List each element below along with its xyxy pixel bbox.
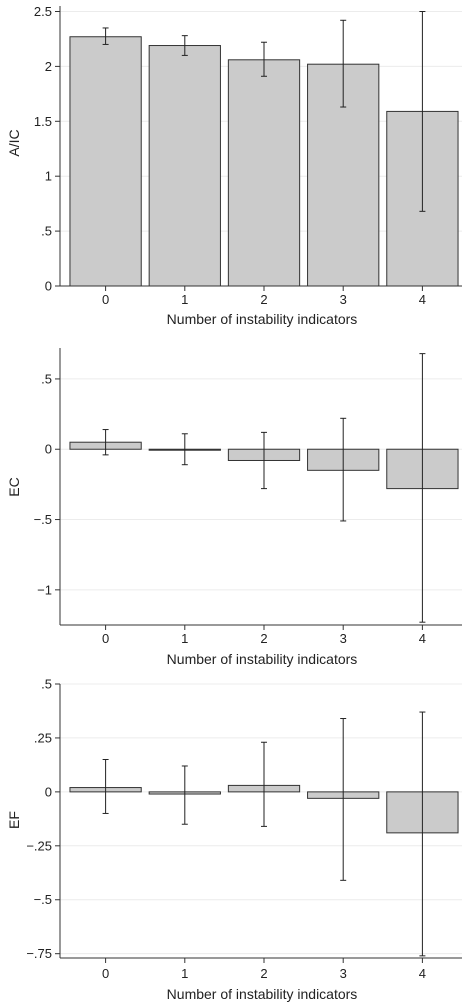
x-tick-label: 0 [102,966,109,981]
x-tick-label: 1 [181,966,188,981]
y-tick-label: 0 [45,279,52,294]
x-tick-label: 0 [102,631,109,646]
y-tick-label: 0 [45,784,52,799]
x-axis-title: Number of instability indicators [167,986,358,1002]
x-tick-label: 4 [419,292,426,307]
y-axis-title: EC [6,477,22,496]
bar [227,59,301,287]
chart-panel-ef: −.75 −.5 −.25 0 .25 .5 0 1 2 3 4 Number of instab… [6,677,462,1002]
x-tick-label: 4 [419,631,426,646]
x-tick-label: 1 [181,292,188,307]
x-tick-label: 0 [102,292,109,307]
x-tick-label: 2 [260,292,267,307]
y-tick-label: −1 [37,582,52,597]
y-tick-label: −.5 [34,892,52,907]
y-tick-label: .5 [41,224,52,239]
x-ticks: 0 1 2 3 4 [102,286,426,307]
x-tick-label: 1 [181,631,188,646]
y-tick-label: 2 [45,59,52,74]
y-tick-label: −.75 [26,946,52,961]
chart-panel-ec: −1 −.5 0 .5 0 1 2 3 4 Number of instability ind… [6,348,462,667]
x-axis-title: Number of instability indicators [167,651,358,667]
x-tick-label: 2 [260,966,267,981]
y-ticks: −.75 −.5 −.25 0 .25 .5 [26,677,60,961]
x-tick-label: 3 [340,631,347,646]
y-axis-title: A/IC [6,129,22,156]
x-tick-label: 3 [340,966,347,981]
bar [148,45,221,287]
y-tick-label: 0 [45,442,52,457]
x-axis-title: Number of instability indicators [167,311,358,327]
error-bar-group [102,10,426,212]
x-ticks: 0 1 2 3 4 [102,958,426,981]
x-tick-label: 4 [419,966,426,981]
bar [69,36,142,287]
axes [59,348,462,626]
y-tick-label: .5 [41,371,52,386]
y-tick-label: 2.5 [34,4,52,19]
axes [59,684,462,959]
y-axis-title: EF [6,811,22,829]
axes [59,6,462,287]
x-ticks: 0 1 2 3 4 [102,625,426,646]
y-tick-label: −.5 [34,512,52,527]
y-tick-label: −.25 [26,838,52,853]
y-tick-label: .5 [41,677,52,692]
error-bar-group [102,353,426,623]
x-tick-label: 3 [340,292,347,307]
y-ticks: −1 −.5 0 .5 [34,371,60,597]
y-tick-label: 1 [45,169,52,184]
y-tick-label: 1.5 [34,114,52,129]
y-ticks: 0 .5 1 1.5 2 2.5 [34,4,60,294]
chart-panel-aic: 0 .5 1 1.5 2 2.5 0 1 2 3 4 Number of instability … [6,4,462,327]
y-tick-label: .25 [34,730,52,745]
error-bar-group [102,711,426,957]
x-tick-label: 2 [260,631,267,646]
